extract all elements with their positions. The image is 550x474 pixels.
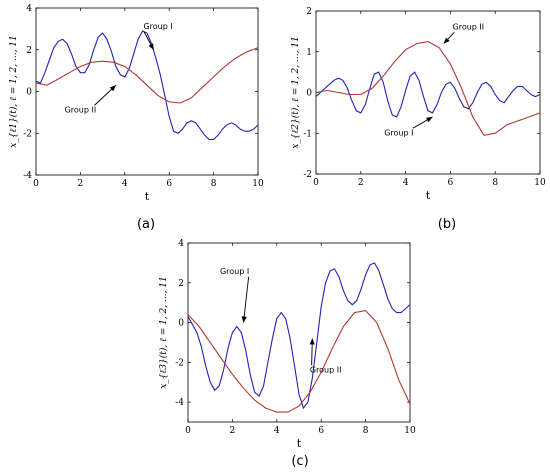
annotation-label: Group II	[65, 105, 97, 114]
annotation-label: Group II	[453, 22, 485, 31]
x-tick-label: 10	[404, 426, 416, 436]
annotation-arrow	[243, 276, 250, 323]
x-tick-label: 6	[166, 179, 172, 189]
annotation-label: Group II	[310, 365, 342, 374]
x-tick-label: 8	[363, 426, 369, 436]
x-tick-label: 10	[252, 179, 264, 189]
y-tick-label: 2	[306, 7, 312, 17]
annotation-arrowhead	[148, 43, 154, 50]
plot-frame	[315, 10, 541, 175]
series-line-group-i	[188, 262, 410, 410]
x-axis-label: t	[297, 437, 302, 450]
x-axis-label: t	[145, 190, 150, 203]
annotation-label: Group I	[220, 267, 249, 276]
panel-label: (a)	[137, 217, 155, 232]
x-tick-label: 0	[185, 426, 191, 436]
y-tick-label: -4	[23, 171, 32, 181]
y-tick-label: 4	[178, 239, 184, 249]
y-tick-label: -2	[175, 358, 184, 368]
chart-panel-a: 0 2 4 6 8 10 -4 -2 0 2 4 Group I Group II t x_{ℓ1}(t),…	[8, 4, 264, 232]
y-axis-label: x_{ℓ1}(t), ℓ = 1, 2, ..., 11	[8, 35, 19, 148]
annotation-label: Group I	[143, 22, 172, 31]
y-tick-label: -2	[303, 170, 312, 180]
panel-label: (b)	[438, 217, 456, 232]
y-axis-label: x_{ℓ3}(t), ℓ = 1, 2, ..., 11	[158, 276, 169, 389]
series-line-group-ii	[188, 310, 410, 413]
annotation-arrowhead	[241, 316, 247, 323]
x-tick-label: 2	[78, 179, 84, 189]
x-tick-label: 10	[534, 178, 546, 188]
series-line-group-i	[36, 30, 258, 141]
x-tick-label: 2	[358, 178, 364, 188]
y-tick-label: 2	[178, 279, 184, 289]
x-tick-label: 4	[274, 426, 280, 436]
y-tick-label: -2	[23, 129, 32, 139]
panel-label: (c)	[291, 454, 308, 469]
y-tick-label: 1	[306, 48, 312, 58]
annotation-arrowhead	[443, 37, 450, 44]
chart-panel-c: 0 2 4 6 8 10 -4 -2 0 2 4 Group I Group II t x_{ℓ3}(t),…	[158, 239, 416, 469]
plot-frame	[187, 242, 411, 423]
annotation-arrowhead	[426, 116, 433, 123]
x-tick-label: 8	[492, 178, 498, 188]
annotation-arrowhead	[109, 85, 116, 92]
annotation-arrowhead	[309, 338, 315, 345]
x-tick-label: 6	[448, 178, 454, 188]
series-line-group-ii	[36, 47, 258, 104]
y-axis-label: x_{ℓ2}(t), ℓ = 1, 2, ..., 11	[290, 36, 301, 149]
x-tick-label: 0	[313, 178, 319, 188]
y-tick-label: 0	[178, 319, 184, 329]
y-tick-label: -4	[175, 398, 184, 408]
x-axis-label: t	[426, 189, 431, 202]
y-tick-label: 2	[26, 46, 32, 56]
x-tick-label: 8	[211, 179, 217, 189]
x-tick-label: 4	[122, 179, 128, 189]
y-tick-label: 0	[26, 88, 32, 98]
x-tick-label: 4	[403, 178, 409, 188]
series-line-group-ii	[316, 41, 540, 136]
x-tick-label: 2	[230, 426, 236, 436]
chart-panel-b: 0 2 4 6 8 10 -2 -1 0 1 2 Group II Group I t x_{ℓ2}(t),…	[290, 7, 546, 232]
y-tick-label: -1	[303, 129, 312, 139]
y-tick-label: 0	[306, 89, 312, 99]
x-tick-label: 6	[318, 426, 324, 436]
annotation-label: Group I	[384, 128, 413, 137]
x-tick-label: 0	[33, 179, 39, 189]
series-line-group-i	[316, 71, 540, 118]
y-tick-label: 4	[26, 4, 32, 14]
